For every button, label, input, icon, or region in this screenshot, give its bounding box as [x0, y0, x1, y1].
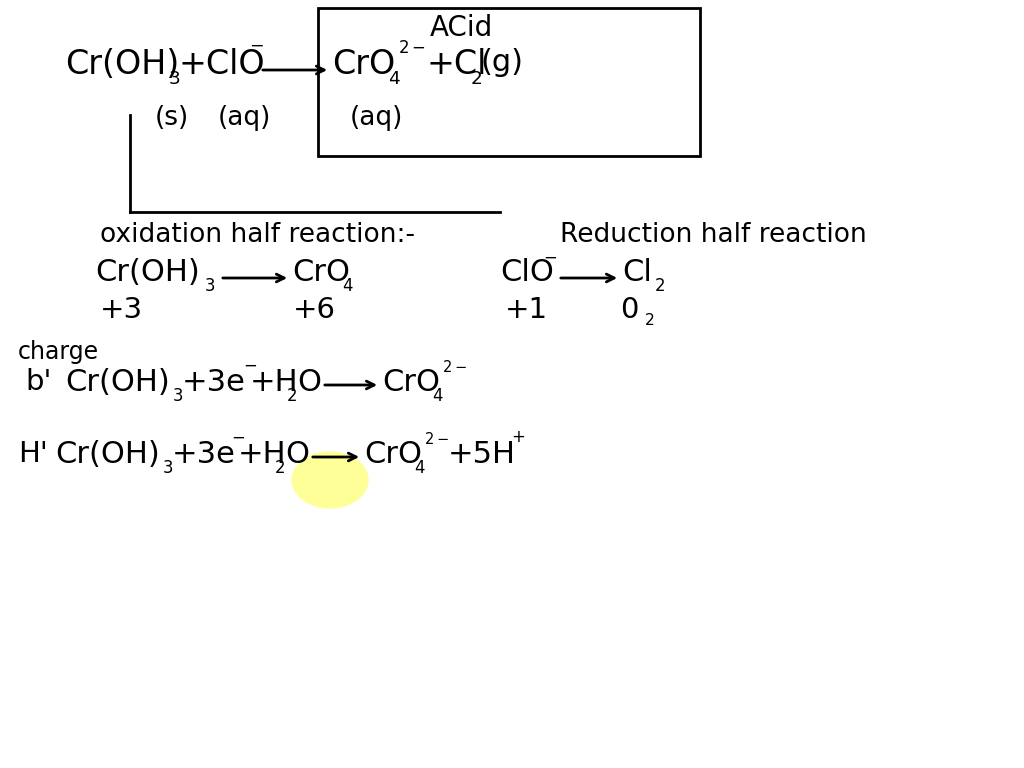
Text: CrO: CrO	[382, 368, 440, 397]
Ellipse shape	[292, 452, 368, 508]
Text: Cr(OH): Cr(OH)	[65, 368, 170, 397]
Text: $_3$: $_3$	[204, 270, 215, 294]
Text: $^{2-}$: $^{2-}$	[398, 42, 426, 66]
Text: $_3$: $_3$	[172, 380, 183, 404]
Text: $_4$: $_4$	[432, 380, 443, 404]
Text: Cr(OH): Cr(OH)	[55, 440, 160, 469]
Text: $_2$: $_2$	[470, 60, 482, 86]
Bar	[318, 8, 700, 156]
Text: oxidation half reaction:-: oxidation half reaction:-	[100, 222, 415, 248]
Text: b': b'	[25, 368, 51, 396]
Text: (aq): (aq)	[350, 105, 403, 131]
Text: O: O	[297, 368, 321, 397]
Text: (aq): (aq)	[218, 105, 271, 131]
Text: CrO: CrO	[364, 440, 422, 469]
Text: +3: +3	[100, 296, 143, 324]
Text: H': H'	[18, 440, 48, 468]
Text: $^-$: $^-$	[540, 252, 557, 276]
Text: Cr(OH): Cr(OH)	[95, 258, 200, 287]
Text: Cr(OH): Cr(OH)	[65, 48, 179, 81]
Text: $_2$: $_2$	[274, 452, 285, 476]
Text: +1: +1	[505, 296, 548, 324]
Text: ACid: ACid	[430, 14, 494, 42]
Text: $_3$: $_3$	[162, 452, 173, 476]
Text: +3e: +3e	[172, 440, 236, 469]
Text: charge: charge	[18, 340, 99, 364]
Text: ClO: ClO	[500, 258, 554, 287]
Text: $^-$: $^-$	[246, 40, 264, 64]
Text: $_4$: $_4$	[388, 60, 401, 86]
Text: $_3$: $_3$	[168, 60, 180, 86]
Text: +H: +H	[250, 368, 299, 397]
Text: CrO: CrO	[332, 48, 395, 81]
Text: $^{2-}$: $^{2-}$	[442, 362, 467, 382]
Text: $^{2-}$: $^{2-}$	[424, 434, 450, 454]
Text: $_2$: $_2$	[286, 380, 297, 404]
Text: 0: 0	[620, 296, 638, 324]
Text: $^+$: $^+$	[508, 432, 525, 456]
Text: O: O	[285, 440, 309, 469]
Text: CrO: CrO	[292, 258, 350, 287]
Text: +3e: +3e	[182, 368, 246, 397]
Text: +6: +6	[293, 296, 336, 324]
Text: $_4$: $_4$	[342, 270, 353, 294]
Text: $^-$: $^-$	[240, 360, 258, 384]
Text: (s): (s)	[155, 105, 189, 131]
Text: +5H: +5H	[449, 440, 516, 469]
Text: +Cl: +Cl	[426, 48, 486, 81]
Text: +H: +H	[238, 440, 287, 469]
Text: Cl: Cl	[622, 258, 652, 287]
Text: $_4$: $_4$	[414, 452, 426, 476]
Text: (g): (g)	[480, 48, 523, 77]
Text: Reduction half reaction: Reduction half reaction	[560, 222, 866, 248]
Text: $_2$: $_2$	[654, 270, 666, 294]
Text: $^-$: $^-$	[228, 432, 246, 456]
Text: +ClO: +ClO	[178, 48, 264, 81]
Text: $_2$: $_2$	[644, 308, 654, 328]
